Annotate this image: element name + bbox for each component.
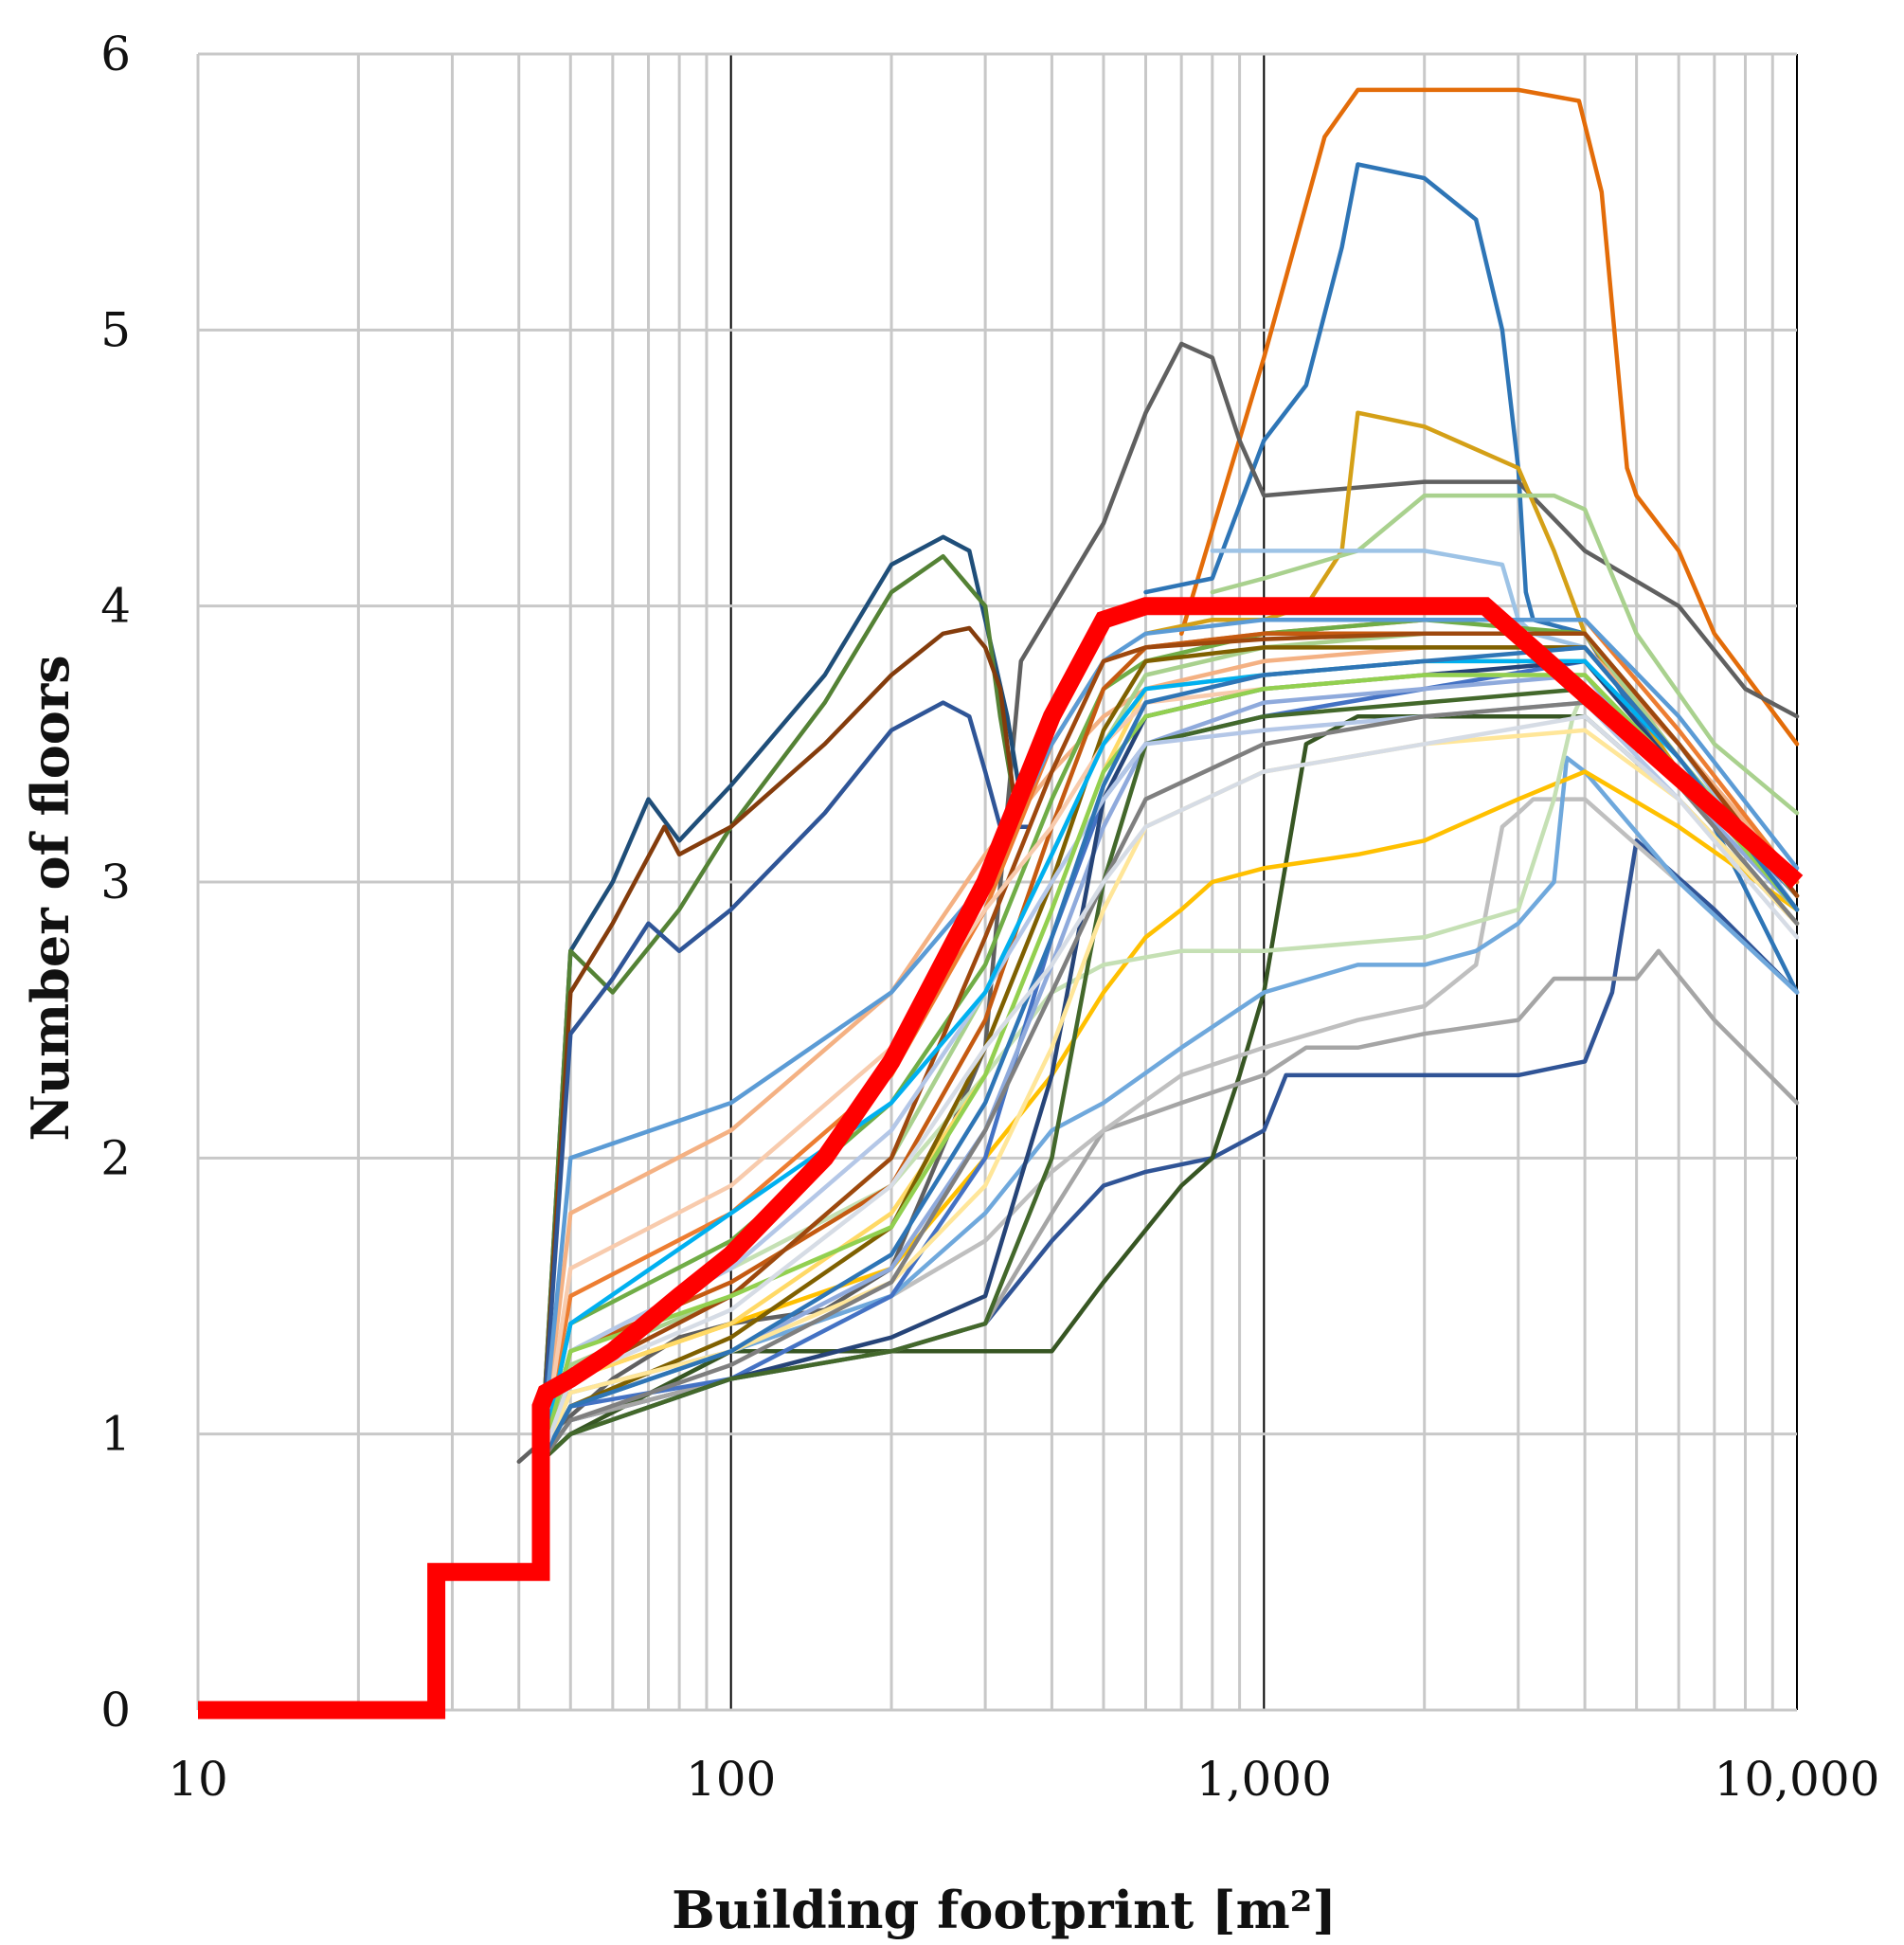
series-line-s35 (538, 658, 1800, 1465)
series-line-s9 (538, 625, 1016, 1465)
y-axis-title: Number of floors (20, 655, 81, 1141)
y-tick-label: 5 (100, 302, 131, 357)
series-line-s32 (538, 673, 1800, 1465)
tick-labels: 0 1 2 3 4 5 6 10 100 1,000 10,000 (100, 27, 1879, 1807)
series-line-s24 (538, 658, 1800, 1465)
series-line-s2 (1143, 162, 1800, 995)
x-tick-label: 10,000 (1715, 1752, 1880, 1807)
series-line-s10 (538, 700, 1030, 1465)
x-tick-label: 100 (686, 1752, 776, 1807)
series-line-s17 (538, 686, 1800, 1465)
y-tick-label: 3 (100, 855, 131, 909)
series-line-s15 (538, 755, 1800, 1465)
series-line-s18 (538, 658, 1800, 1465)
series-line-s36 (538, 673, 1800, 1465)
series-line-s37 (538, 645, 1800, 1465)
y-tick-label: 2 (100, 1130, 131, 1185)
series-line-s5 (1210, 493, 1800, 816)
series-line-s12 (538, 713, 1800, 1465)
y-tick-label: 6 (100, 27, 131, 81)
y-tick-label: 1 (100, 1407, 131, 1462)
series-line-s25 (538, 673, 1800, 1465)
y-tick-label: 4 (100, 579, 131, 634)
series-line-s8 (538, 553, 1016, 1465)
series-line-s38 (538, 713, 1800, 1465)
series-line-s30 (538, 686, 1800, 1465)
x-tick-label: 10 (168, 1752, 228, 1807)
series-line-s29 (538, 658, 1800, 1465)
series-line-s3 (516, 341, 1800, 1465)
highlight-line (198, 597, 1804, 1720)
series-lines (516, 87, 1800, 1465)
y-tick-label: 0 (100, 1683, 131, 1738)
series-line-s11 (538, 838, 1800, 1465)
series-line-s1 (1178, 87, 1800, 747)
series-line-s16 (538, 769, 1800, 1465)
x-axis-title: Building footprint [m²] (672, 1880, 1337, 1940)
series-line-model (198, 597, 1804, 1720)
x-tick-label: 1,000 (1196, 1752, 1332, 1807)
series-line-s13 (538, 948, 1800, 1465)
